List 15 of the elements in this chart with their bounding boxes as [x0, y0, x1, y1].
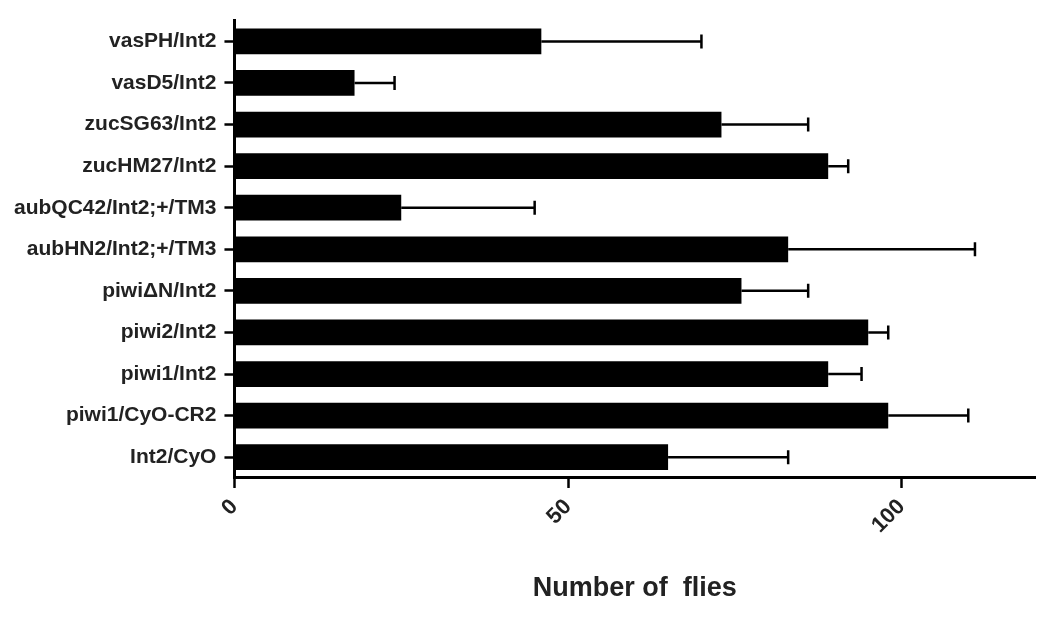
y-tick-label: aubHN2/Int2;+/TM3 [26, 236, 217, 260]
y-tick-label: zucSG63/Int2 [84, 111, 217, 135]
y-tick-label: piwi2/Int2 [120, 319, 217, 343]
x-tick-label: 50 [540, 493, 576, 529]
x-tick-label: 100 [865, 493, 910, 538]
y-tick-label: piwiΔN/Int2 [102, 277, 217, 301]
y-tick-label: vasD5/Int2 [111, 69, 217, 93]
y-tick-label: piwi1/Int2 [120, 360, 217, 384]
x-axis-title: Number of flies [532, 572, 737, 603]
y-tick-label: vasPH/Int2 [109, 28, 217, 52]
y-tick-label: zucHM27/Int2 [82, 152, 217, 176]
x-tick-label: 0 [215, 493, 243, 520]
y-tick-label: aubQC42/Int2;+/TM3 [14, 194, 217, 218]
y-tick-label: Int2/CyO [130, 443, 217, 467]
y-tick-label: piwi1/CyO-CR2 [65, 402, 217, 426]
